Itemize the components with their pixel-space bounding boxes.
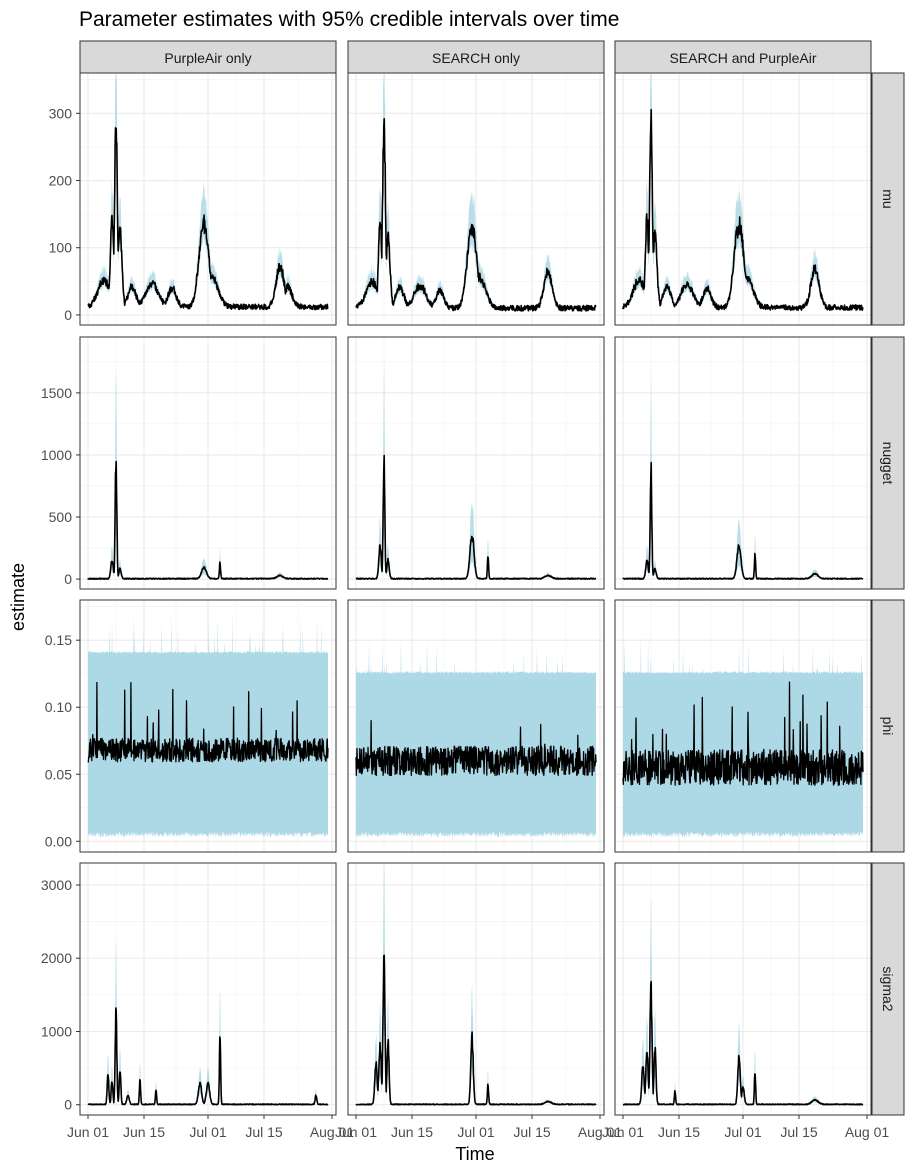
y-tick-label: 0.10: [45, 699, 72, 715]
x-tick-label: Jul 15: [780, 1124, 818, 1140]
facet-strip-column: [347, 40, 605, 74]
estimate-line: [622, 681, 864, 786]
facet-strip-row: [871, 72, 905, 326]
y-tick-label: 0: [64, 307, 72, 323]
x-tick-label: Jul 01: [724, 1124, 762, 1140]
y-tick-label: 1000: [41, 447, 72, 463]
panel-border: [614, 599, 872, 853]
y-tick-label: 3000: [41, 877, 72, 893]
panel-border: [614, 72, 872, 326]
panel-border: [347, 599, 605, 853]
panel-border: [79, 72, 337, 326]
facet-strip-label: SEARCH only: [432, 50, 520, 66]
facet-strip-label: sigma2: [880, 966, 896, 1011]
facet-panels: PurpleAir only SEARCH only SEARCH and Purp…: [41, 40, 905, 1140]
x-tick-label: Jun 15: [391, 1124, 433, 1140]
credible-interval-band: [88, 367, 328, 580]
facet-strip-row: [871, 599, 905, 853]
x-tick-label: Jun 15: [658, 1124, 700, 1140]
facet-strip-column: [79, 40, 337, 74]
facet-panel: [347, 862, 605, 1116]
estimate-line: [87, 460, 329, 580]
y-tick-label: 100: [49, 240, 73, 256]
x-tick-label: Jun 01: [67, 1124, 109, 1140]
x-axis-title: Time: [455, 1144, 494, 1164]
x-tick-label: Aug 01: [578, 1124, 623, 1140]
y-tick-label: 1500: [41, 385, 72, 401]
y-tick-label: 0.05: [45, 766, 72, 782]
y-tick-label: 1000: [41, 1023, 72, 1039]
credible-interval-band: [356, 638, 596, 838]
x-tick-label: Jul 15: [245, 1124, 283, 1140]
facet-strip-column: [614, 40, 872, 74]
y-tick-label: 0: [64, 1097, 72, 1113]
facet-panel: [347, 72, 605, 326]
x-tick-label: Jun 15: [123, 1124, 165, 1140]
credible-interval-band: [623, 634, 863, 838]
x-tick-label: Jul 01: [457, 1124, 495, 1140]
facet-strip-label: nugget: [880, 442, 896, 485]
y-tick-label: 0: [64, 571, 72, 587]
facet-strip-label: SEARCH and PurpleAir: [669, 50, 816, 66]
credible-interval-band: [356, 357, 596, 580]
credible-interval-band: [356, 73, 596, 312]
credible-interval-band: [623, 371, 863, 580]
estimate-line: [622, 461, 864, 580]
panel-border: [347, 72, 605, 326]
x-tick-label: Aug 01: [845, 1124, 890, 1140]
x-tick-label: Jun 01: [335, 1124, 377, 1140]
estimate-line: [622, 980, 864, 1106]
estimate-line: [355, 720, 597, 777]
estimate-line: [355, 454, 597, 580]
estimate-line: [87, 1007, 329, 1106]
estimate-line: [355, 118, 597, 312]
facet-strip-label: mu: [880, 189, 896, 208]
y-tick-label: 500: [49, 509, 73, 525]
facet-strip-label: phi: [880, 717, 896, 736]
panel-border: [79, 599, 337, 853]
panel-border: [79, 336, 337, 590]
panel-border: [347, 336, 605, 590]
estimate-line: [355, 954, 597, 1106]
facet-panel: [347, 336, 605, 590]
facet-panel: [79, 336, 337, 590]
x-tick-label: Jul 15: [513, 1124, 551, 1140]
y-tick-label: 200: [49, 173, 73, 189]
y-tick-label: 0.00: [45, 833, 72, 849]
panel-border: [614, 336, 872, 590]
x-tick-label: Jul 01: [189, 1124, 227, 1140]
y-tick-label: 0.15: [45, 632, 72, 648]
x-tick-label: Jun 01: [602, 1124, 644, 1140]
y-tick-label: 2000: [41, 950, 72, 966]
credible-interval-band: [88, 613, 328, 838]
x-tick-label: Aug 01: [310, 1124, 355, 1140]
facet-strip-row: [871, 862, 905, 1116]
estimate-line: [87, 127, 329, 311]
facet-panel: [79, 72, 337, 326]
facet-panel: [614, 599, 872, 853]
facet-strip-label: PurpleAir only: [164, 50, 251, 66]
facet-panel: [79, 599, 337, 853]
facet-panel: [614, 336, 872, 590]
facet-panel: [347, 599, 605, 853]
estimate-line: [87, 681, 329, 763]
chart-title: Parameter estimates with 95% credible in…: [79, 8, 619, 31]
facet-panel: [79, 862, 337, 1116]
facet-strip-row: [871, 336, 905, 590]
estimate-line: [622, 108, 864, 311]
y-axis-title: estimate: [8, 563, 28, 631]
facet-panel: [614, 72, 872, 326]
y-tick-label: 300: [49, 105, 73, 121]
facet-panel: [614, 862, 872, 1116]
